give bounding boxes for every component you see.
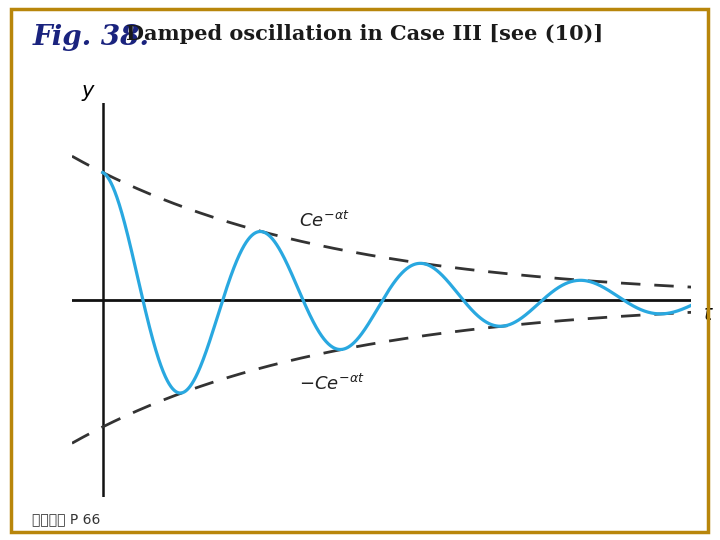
Text: Damped oscillation in Case III [see (10)]: Damped oscillation in Case III [see (10)… <box>126 24 603 44</box>
Text: Fig. 38.: Fig. 38. <box>32 24 150 51</box>
Text: 歐亞書局 P 66: 歐亞書局 P 66 <box>32 512 101 526</box>
Text: $y$: $y$ <box>81 83 96 103</box>
Text: $Ce^{-\alpha t}$: $Ce^{-\alpha t}$ <box>299 211 350 231</box>
Text: $-Ce^{-\alpha t}$: $-Ce^{-\alpha t}$ <box>299 374 365 394</box>
Text: $t$: $t$ <box>703 305 714 324</box>
